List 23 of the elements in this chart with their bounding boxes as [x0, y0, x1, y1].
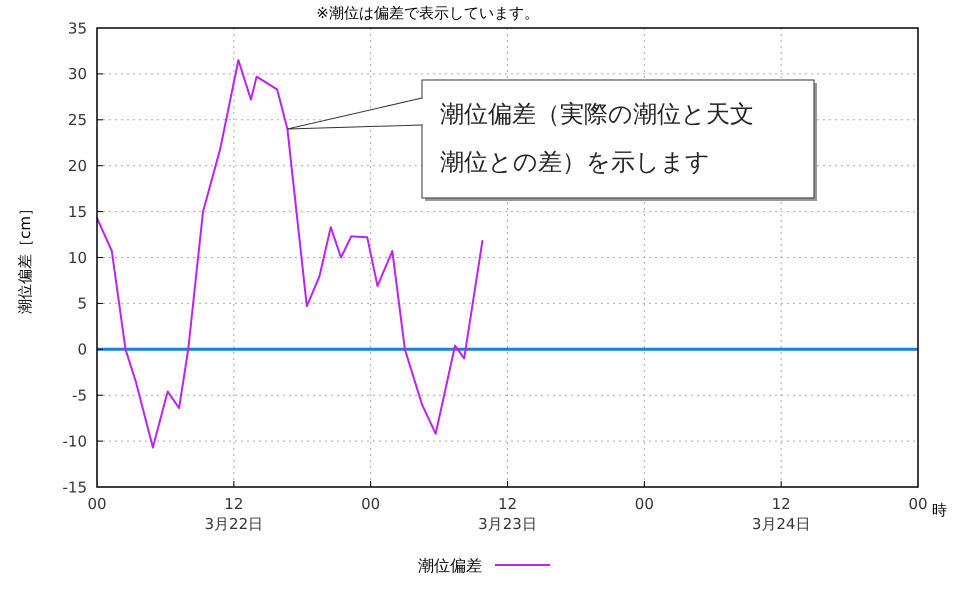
legend-label: 潮位偏差: [418, 556, 482, 575]
y-tick-label: 5: [77, 294, 87, 313]
y-tick-label: -10: [62, 432, 87, 450]
annotation: 潮位偏差（実際の潮位と天文潮位との差）を示します: [440, 100, 754, 176]
y-tick-label: -5: [72, 386, 87, 404]
x-tick-label: 12 3月22日: [204, 495, 264, 533]
y-tick-label: -15: [62, 478, 87, 496]
y-tick-label: 15: [68, 202, 87, 221]
y-tick-label: 30: [68, 65, 87, 84]
y-tick-label: 20: [68, 156, 87, 175]
chart-subtitle: ※潮位は偏差で表示しています。: [316, 4, 539, 22]
y-axis-title: 潮位偏差［cm］: [16, 201, 34, 314]
x-tick-label: 00: [634, 495, 654, 513]
x-tick-label: 00: [87, 495, 107, 513]
y-tick-label: 10: [68, 248, 87, 267]
y-tick-label: 35: [68, 19, 87, 38]
x-tick-label: 12 3月23日: [478, 495, 537, 533]
x-axis-title: 時: [932, 501, 947, 519]
x-tick-label: 00: [361, 495, 380, 513]
x-tick-label: 00: [908, 495, 928, 513]
y-tick-label: 25: [68, 111, 87, 130]
y-tick-label: 0: [77, 340, 87, 359]
x-tick-label: 12 3月24日: [752, 495, 810, 533]
